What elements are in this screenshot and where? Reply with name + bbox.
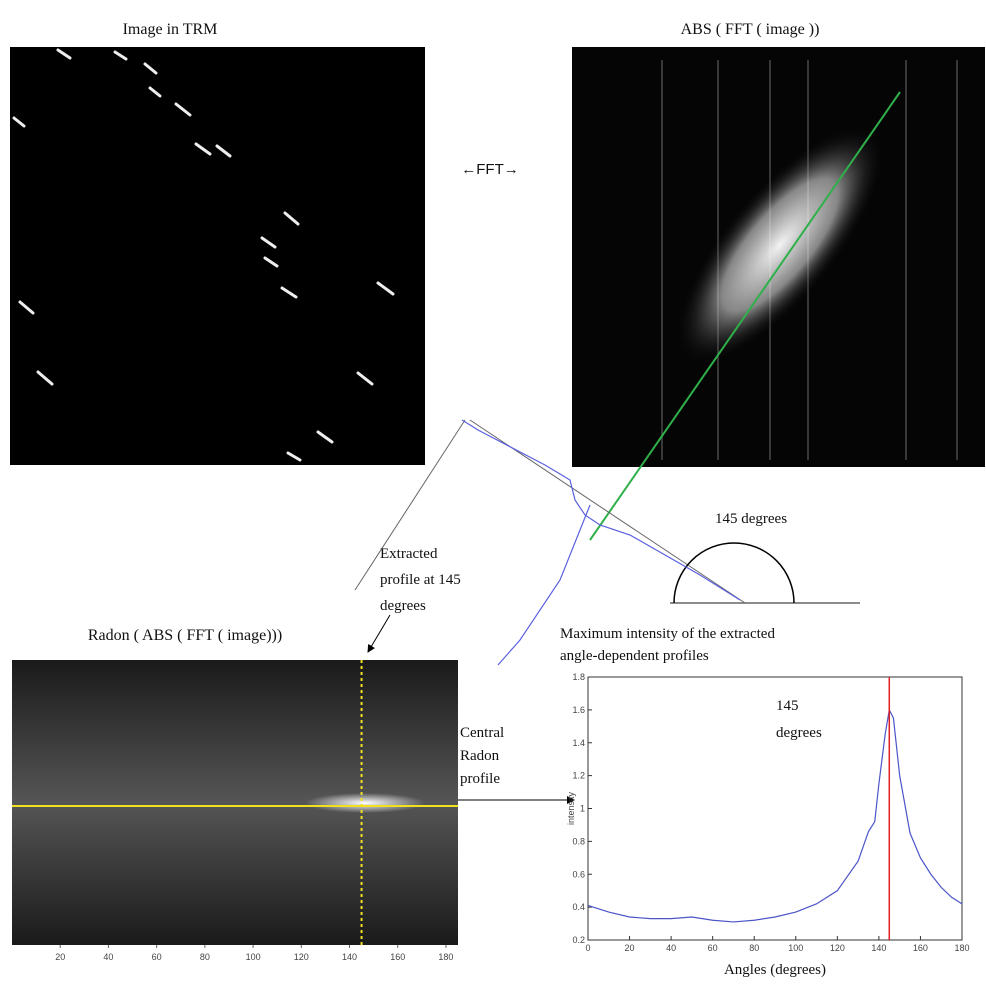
y-tick-label: 1 — [580, 804, 585, 814]
x-tick-label: 160 — [913, 943, 928, 953]
max-line: angle-dependent profiles — [560, 648, 709, 664]
central-line: profile — [460, 771, 500, 787]
max-label: Maximum intensity of the extracted angle… — [560, 626, 775, 664]
y-tick-label: 1.2 — [572, 771, 585, 781]
trm-image — [10, 47, 425, 465]
radon-peak — [305, 793, 425, 813]
y-tick-label: 0.6 — [572, 869, 585, 879]
peak-annotation: degrees — [776, 725, 822, 741]
y-tick-label: 1.4 — [572, 738, 585, 748]
x-axis-label: Angles (degrees) — [724, 962, 826, 978]
y-tick-label: 0.2 — [572, 935, 585, 945]
fft-arrow: ←FFT→ — [461, 161, 519, 178]
y-tick-label: 0.8 — [572, 836, 585, 846]
fft-blob — [674, 124, 886, 366]
central-line: Central — [460, 725, 504, 741]
fft-title: ABS ( FFT ( image )) — [681, 21, 820, 38]
y-tick-label: 1.6 — [572, 705, 585, 715]
extracted-line: profile at 145 — [380, 572, 461, 588]
radon-tick-label: 20 — [55, 952, 65, 962]
arrow — [367, 614, 391, 653]
radon-title: Radon ( ABS ( FFT ( image))) — [88, 627, 282, 644]
y-tick-label: 0.4 — [572, 902, 585, 912]
x-tick-label: 180 — [954, 943, 969, 953]
x-tick-label: 80 — [749, 943, 759, 953]
trm-title: Image in TRM — [123, 21, 218, 38]
x-tick-label: 120 — [830, 943, 845, 953]
profile-curve — [587, 707, 963, 923]
central-label: Central Radon profile — [460, 725, 504, 787]
radon-tick-label: 160 — [390, 952, 405, 962]
plot-area — [587, 676, 963, 941]
extracted-label: Extracted profile at 145 degrees — [380, 546, 461, 614]
radon-tick-label: 100 — [246, 952, 261, 962]
x-tick-label: 40 — [666, 943, 676, 953]
trm-streaks — [12, 48, 395, 462]
x-tick-label: 100 — [788, 943, 803, 953]
radon-tick-label: 180 — [438, 952, 453, 962]
x-tick-label: 60 — [708, 943, 718, 953]
radon-tick-label: 80 — [200, 952, 210, 962]
radon-tick-label: 60 — [152, 952, 162, 962]
radon-tick-label: 140 — [342, 952, 357, 962]
y-tick-label: 1.8 — [572, 672, 585, 682]
max-line: Maximum intensity of the extracted — [560, 626, 775, 642]
profile-sketch — [354, 419, 860, 666]
extracted-line: Extracted — [380, 546, 438, 562]
radon-tick-label: 120 — [294, 952, 309, 962]
x-tick-label: 140 — [871, 943, 886, 953]
x-tick-label: 0 — [585, 943, 590, 953]
extracted-line: degrees — [380, 598, 426, 614]
x-tick-label: 20 — [625, 943, 635, 953]
y-axis-label: intensity — [566, 791, 576, 825]
radon-tick-label: 40 — [103, 952, 113, 962]
profile-line — [589, 91, 901, 541]
peak-annotation: 145 — [776, 698, 799, 714]
angle-label: 145 degrees — [715, 511, 787, 527]
central-line: Radon — [460, 748, 500, 764]
